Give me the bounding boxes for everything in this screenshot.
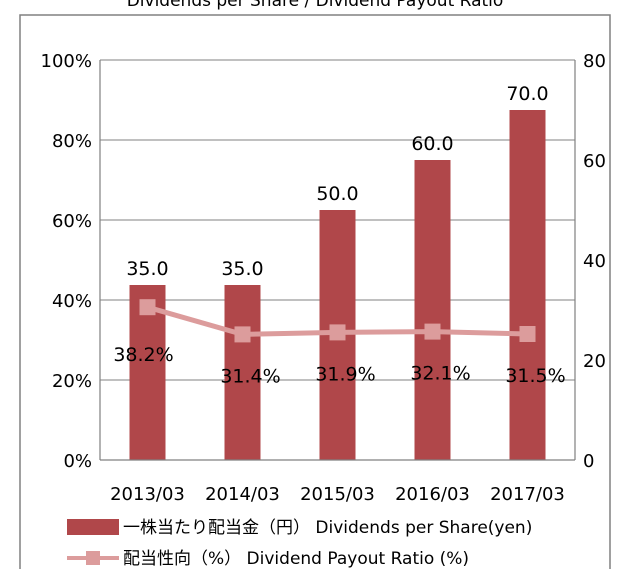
bar-value-label: 60.0 <box>411 133 453 155</box>
dividend-bar <box>414 160 451 460</box>
line-value-label: 38.2% <box>113 344 173 366</box>
payout-ratio-marker <box>139 299 156 316</box>
x-axis-tick-label: 2015/03 <box>300 484 375 505</box>
legend-swatch-payout-marker <box>86 551 100 565</box>
right-axis-tick-label: 80 <box>583 51 606 72</box>
left-axis-tick-label: 40% <box>52 291 92 312</box>
left-axis-tick-label: 0% <box>63 451 92 472</box>
left-axis-tick-label: 80% <box>52 131 92 152</box>
dividend-bar <box>509 110 546 460</box>
left-axis-tick-label: 20% <box>52 371 92 392</box>
legend-label-payout: 配当性向（%） Dividend Payout Ratio (%) <box>123 549 469 569</box>
left-axis-tick-label: 100% <box>41 51 92 72</box>
x-axis-tick-label: 2013/03 <box>110 484 185 505</box>
payout-ratio-marker <box>519 326 536 342</box>
bar-value-label: 35.0 <box>221 258 263 280</box>
right-axis-tick-label: 0 <box>583 451 594 472</box>
legend-label-dividends: 一株当たり配当金（円） Dividends per Share(yen) <box>123 518 532 538</box>
axes: 0% 20% 40% 60% 80% 100% 0 20 40 60 80 2013/03 2014/0… <box>41 51 606 505</box>
right-axis-tick-label: 40 <box>583 251 606 272</box>
payout-ratio-marker <box>234 326 251 343</box>
right-axis-tick-label: 60 <box>583 151 606 172</box>
right-axis-tick-label: 20 <box>583 351 606 372</box>
legend: 一株当たり配当金（円） Dividends per Share(yen) 配当性向… <box>67 518 532 569</box>
dividend-bar <box>224 285 261 460</box>
chart-title: Dividends per Share / Dividend Payout Ra… <box>127 0 504 11</box>
x-axis-tick-label: 2014/03 <box>205 484 280 505</box>
payout-ratio-marker <box>424 323 441 340</box>
payout-ratio-marker <box>329 324 346 341</box>
legend-swatch-dividends <box>67 519 119 535</box>
bar-value-label: 50.0 <box>316 183 358 205</box>
x-axis-tick-label: 2017/03 <box>490 484 565 505</box>
line-value-label: 31.5% <box>505 365 565 387</box>
x-axis-tick-label: 2016/03 <box>395 484 470 505</box>
line-value-label: 31.4% <box>220 365 280 387</box>
left-axis-tick-label: 60% <box>52 211 92 232</box>
bar-value-label: 35.0 <box>126 258 168 280</box>
payout-line <box>139 299 536 343</box>
line-value-label: 32.1% <box>410 363 470 385</box>
bar-value-label: 70.0 <box>506 83 548 105</box>
line-value-label: 31.9% <box>315 363 375 385</box>
data-labels: 35.0 35.0 50.0 60.0 70.0 38.2% 31.4% 31.9% 32.1%… <box>113 83 565 387</box>
